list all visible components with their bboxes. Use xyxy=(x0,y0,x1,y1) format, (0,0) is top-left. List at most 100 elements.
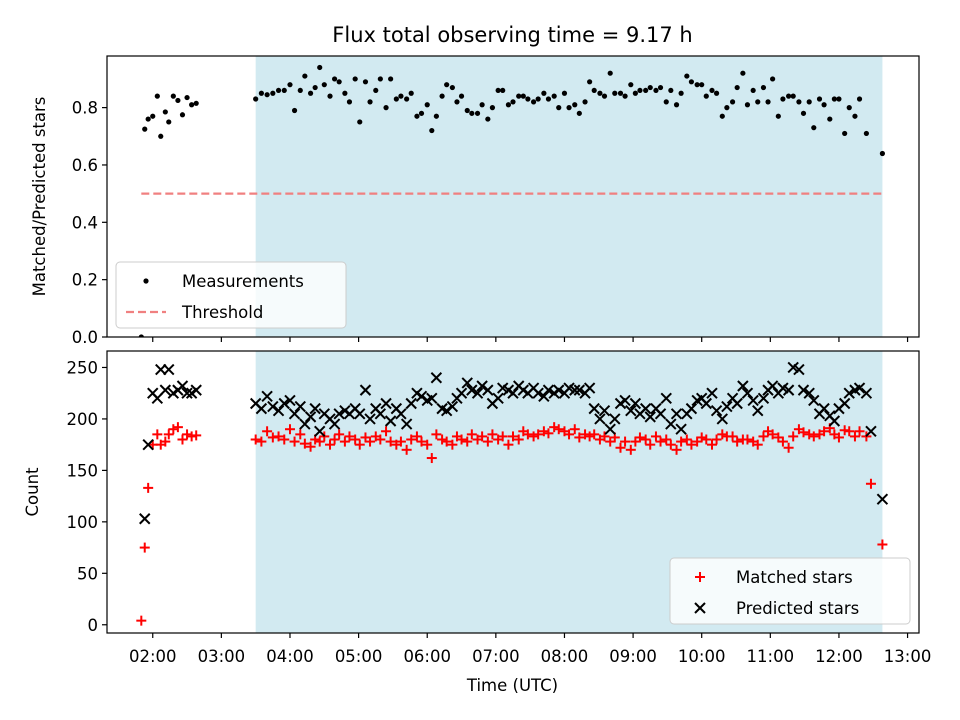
measurement-point xyxy=(637,87,643,94)
matched-star-marker xyxy=(589,429,600,440)
x-diag2 xyxy=(588,402,600,415)
matched-star-marker xyxy=(615,442,626,453)
x-tick-label: 13:00 xyxy=(884,647,932,666)
matched-star-marker xyxy=(655,436,666,447)
predicted-star-marker xyxy=(476,380,488,392)
x-diag2 xyxy=(318,408,331,420)
matched-star-marker xyxy=(533,429,544,440)
predicted-star-marker xyxy=(629,397,642,410)
matched-star-marker xyxy=(273,431,284,442)
measurement-point xyxy=(796,99,802,105)
matched-star-marker xyxy=(262,426,273,437)
matched-star-marker xyxy=(143,482,154,493)
measurement-point xyxy=(383,105,389,111)
y-tick-label: 100 xyxy=(67,513,99,532)
predicted-star-marker xyxy=(384,415,397,427)
x-diag2 xyxy=(142,438,154,451)
x-diag2 xyxy=(278,397,290,410)
measurement-point xyxy=(668,87,674,94)
matched-star-marker xyxy=(447,439,458,450)
legend-box xyxy=(115,261,347,329)
matched-star-marker xyxy=(482,436,493,447)
measurement-point xyxy=(628,82,634,88)
x-diag2 xyxy=(860,387,873,399)
measurement-point xyxy=(811,125,817,131)
matched-star-marker xyxy=(696,432,707,443)
predicted-star-marker xyxy=(492,392,504,405)
measurement-point xyxy=(647,84,653,91)
matched-star-marker xyxy=(767,429,778,440)
measurement-point xyxy=(474,110,481,116)
measurement-point xyxy=(520,93,526,99)
measurement-point xyxy=(566,105,572,111)
measurement-point xyxy=(786,93,792,99)
matched-star-marker xyxy=(584,431,595,442)
predicted-star-marker xyxy=(721,400,733,413)
measurement-point xyxy=(158,133,164,139)
measurement-point xyxy=(145,116,151,122)
x-diag2 xyxy=(249,397,262,410)
measurement-point xyxy=(724,105,730,111)
predicted-star-marker xyxy=(757,392,770,405)
x-diag2 xyxy=(374,408,387,420)
matched-star-marker xyxy=(686,439,697,450)
x-tick-label: 06:00 xyxy=(403,647,451,666)
x-diag2 xyxy=(639,402,652,415)
predicted-star-marker xyxy=(793,363,805,376)
measurement-point xyxy=(193,100,199,106)
matched-star-marker xyxy=(182,429,193,440)
measurement-point xyxy=(755,99,761,105)
measurement-point xyxy=(281,87,287,94)
y-axis-label: Count xyxy=(23,467,42,517)
predicted-star-marker xyxy=(665,418,677,430)
measurement-point xyxy=(576,110,582,116)
x-diag2 xyxy=(625,404,637,417)
x-tick-label: 09:00 xyxy=(609,647,657,666)
x-diag2 xyxy=(838,397,851,410)
measurement-point xyxy=(317,64,323,71)
measurement-point xyxy=(449,84,455,91)
matched-star-marker xyxy=(711,434,722,445)
predicted-star-marker xyxy=(278,397,290,410)
predicted-star-marker xyxy=(181,387,193,399)
measurement-point xyxy=(852,113,858,119)
y-tick-label: 0.0 xyxy=(72,328,98,347)
x-diag2 xyxy=(502,384,515,396)
predicted-star-marker xyxy=(255,402,268,415)
x-diag2 xyxy=(426,392,438,405)
matched-star-marker xyxy=(385,436,396,447)
predicted-star-marker xyxy=(288,408,301,420)
x-diag2 xyxy=(731,397,743,410)
x-diag2 xyxy=(573,384,586,396)
x-diag2 xyxy=(359,384,372,396)
matched-star-marker xyxy=(406,434,417,445)
measurement-point xyxy=(719,113,725,119)
matched-star-marker xyxy=(395,436,406,447)
predicted-star-marker xyxy=(609,413,621,425)
measurement-point xyxy=(458,93,465,99)
measurement-point xyxy=(377,76,383,82)
predicted-star-marker xyxy=(542,384,555,396)
measurement-point xyxy=(439,93,445,99)
measurement-point xyxy=(765,99,771,105)
measurement-point xyxy=(713,90,720,96)
x-diag2 xyxy=(294,400,306,413)
predicted-star-marker xyxy=(731,397,743,410)
matched-star-marker xyxy=(849,431,860,442)
matched-star-marker xyxy=(284,424,295,435)
x-diag2 xyxy=(267,400,279,413)
x-diag2 xyxy=(782,384,795,396)
predicted-star-marker xyxy=(309,402,321,415)
predicted-star-marker xyxy=(876,493,889,505)
predicted-star-marker xyxy=(482,384,494,396)
predicted-star-marker xyxy=(374,408,387,420)
x-tick-label: 12:00 xyxy=(815,647,863,666)
x-diag2 xyxy=(304,411,317,423)
measurement-point xyxy=(454,99,460,105)
matched-star-marker xyxy=(574,432,585,443)
predicted-star-marker xyxy=(619,394,631,407)
x-diag2 xyxy=(339,404,351,417)
matched-star-marker xyxy=(172,422,183,433)
predicted-star-marker xyxy=(272,404,285,417)
measurement-point xyxy=(694,82,700,88)
